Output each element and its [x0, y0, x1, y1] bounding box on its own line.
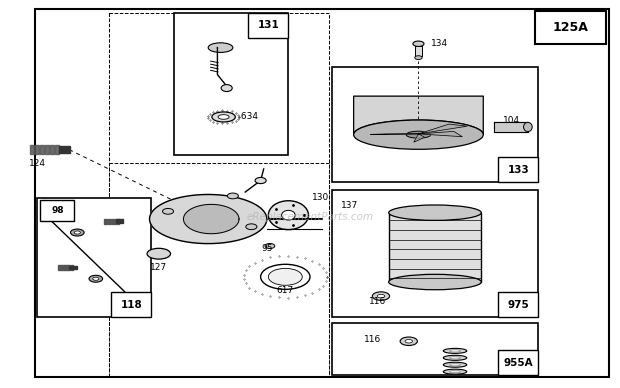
Ellipse shape — [246, 224, 257, 230]
Bar — [109, 163, 329, 377]
Polygon shape — [418, 124, 467, 134]
Ellipse shape — [373, 292, 389, 300]
Text: 975: 975 — [507, 300, 529, 310]
Ellipse shape — [405, 340, 412, 343]
Bar — [332, 67, 538, 182]
Text: 617: 617 — [277, 286, 294, 295]
Bar — [332, 323, 538, 375]
Bar — [58, 265, 61, 270]
Bar — [389, 213, 481, 282]
Ellipse shape — [450, 357, 461, 359]
Bar — [40, 200, 74, 221]
Bar — [35, 145, 39, 154]
Bar — [71, 265, 73, 270]
Ellipse shape — [74, 231, 81, 234]
Ellipse shape — [400, 337, 417, 345]
Polygon shape — [494, 122, 528, 132]
Bar — [68, 265, 70, 270]
Ellipse shape — [255, 177, 266, 184]
Bar — [117, 219, 119, 223]
Ellipse shape — [443, 355, 467, 360]
Ellipse shape — [450, 364, 461, 366]
Bar — [115, 220, 123, 223]
Ellipse shape — [268, 201, 309, 230]
Bar — [498, 158, 538, 182]
Text: 116: 116 — [370, 297, 386, 306]
Ellipse shape — [406, 131, 431, 138]
Text: 118: 118 — [120, 300, 142, 310]
Bar — [415, 47, 422, 56]
Text: 131: 131 — [257, 21, 279, 31]
Bar — [113, 219, 116, 223]
Text: 98: 98 — [51, 206, 64, 215]
Text: 104: 104 — [503, 116, 520, 125]
Bar — [174, 13, 288, 156]
Ellipse shape — [378, 294, 384, 298]
Text: 125A: 125A — [553, 21, 589, 34]
Ellipse shape — [208, 43, 233, 52]
Bar — [498, 350, 538, 375]
Polygon shape — [184, 204, 239, 234]
Text: 955A: 955A — [503, 357, 533, 367]
Ellipse shape — [212, 112, 236, 122]
Ellipse shape — [93, 277, 99, 280]
Ellipse shape — [353, 120, 483, 149]
Polygon shape — [353, 96, 483, 135]
Bar — [69, 266, 77, 269]
Ellipse shape — [221, 85, 232, 92]
Polygon shape — [149, 194, 267, 244]
Text: 133: 133 — [507, 165, 529, 175]
Ellipse shape — [389, 205, 481, 220]
Bar — [55, 145, 59, 154]
Text: 634: 634 — [238, 113, 258, 121]
Ellipse shape — [389, 274, 481, 290]
Ellipse shape — [281, 210, 295, 220]
Bar — [109, 13, 329, 377]
Ellipse shape — [147, 248, 171, 259]
Text: 95: 95 — [261, 244, 273, 253]
Bar — [61, 265, 64, 270]
Bar — [40, 145, 44, 154]
Bar — [332, 190, 538, 317]
Bar — [30, 145, 34, 154]
Bar — [107, 219, 110, 223]
Ellipse shape — [443, 348, 467, 353]
Text: 137: 137 — [341, 201, 358, 210]
Ellipse shape — [265, 244, 275, 248]
Bar — [498, 292, 538, 317]
Bar — [37, 198, 151, 317]
Ellipse shape — [415, 56, 422, 59]
Ellipse shape — [450, 371, 461, 373]
Ellipse shape — [413, 41, 424, 47]
Ellipse shape — [268, 268, 303, 285]
Bar — [59, 146, 70, 153]
Ellipse shape — [218, 114, 229, 119]
Ellipse shape — [162, 208, 174, 214]
Bar — [111, 292, 151, 317]
Ellipse shape — [523, 122, 532, 132]
Bar — [535, 11, 606, 44]
Text: 124: 124 — [29, 159, 46, 168]
Bar — [64, 265, 67, 270]
Ellipse shape — [71, 229, 84, 236]
Polygon shape — [418, 132, 463, 137]
Text: 134: 134 — [431, 39, 448, 48]
Text: eReplacementParts.com: eReplacementParts.com — [246, 212, 374, 222]
Bar — [248, 13, 288, 38]
Text: 127: 127 — [150, 263, 167, 272]
Polygon shape — [414, 134, 425, 142]
Text: 130: 130 — [312, 193, 329, 203]
Bar — [50, 145, 54, 154]
Ellipse shape — [443, 369, 467, 374]
Bar — [45, 145, 49, 154]
Bar — [110, 219, 113, 223]
Ellipse shape — [443, 362, 467, 367]
Bar — [104, 219, 107, 223]
Ellipse shape — [450, 350, 461, 352]
Text: 116: 116 — [364, 335, 381, 344]
Ellipse shape — [89, 275, 103, 282]
Ellipse shape — [228, 193, 239, 199]
